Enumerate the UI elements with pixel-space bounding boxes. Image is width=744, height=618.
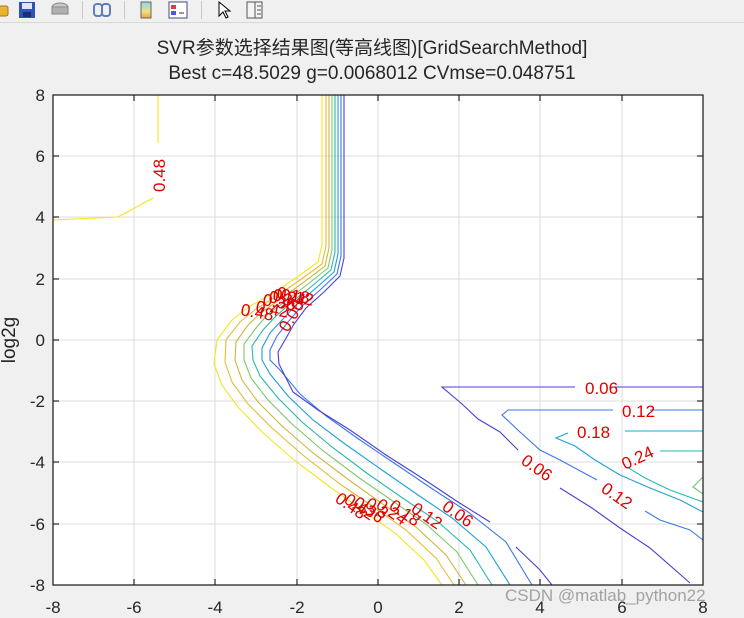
contour-label: 0.12 (622, 402, 655, 421)
contour-lines (52, 95, 704, 586)
open-folder-icon[interactable] (0, 1, 14, 19)
svg-text:-8: -8 (30, 576, 45, 595)
svg-text:-2: -2 (30, 392, 45, 411)
save-icon[interactable] (18, 1, 38, 19)
svg-text:8: 8 (36, 86, 45, 105)
axis-ticks (53, 95, 703, 585)
legend-icon[interactable] (168, 1, 188, 19)
svg-text:6: 6 (36, 147, 45, 166)
svg-text:-4: -4 (30, 453, 45, 472)
svg-text:-6: -6 (126, 598, 141, 617)
contour-label: 0.18 (577, 423, 610, 442)
svg-text:-6: -6 (30, 515, 45, 534)
figure-toolbar (0, 0, 744, 23)
toolbar-separator (82, 1, 83, 19)
svg-text:8: 8 (698, 598, 707, 617)
y-axis-label: log2g (0, 317, 20, 364)
colorbar-icon[interactable] (137, 1, 157, 19)
link-icon[interactable] (92, 1, 112, 19)
print-icon[interactable] (50, 1, 70, 19)
grid-lines (53, 95, 703, 585)
watermark: CSDN @matlab_python22 (505, 586, 706, 605)
chart-title: SVR参数选择结果图(等高线图)[GridSearchMethod] (156, 38, 588, 59)
contour-label: 0.3 (267, 287, 294, 310)
svg-text:0: 0 (373, 598, 382, 617)
svg-text:-8: -8 (45, 598, 60, 617)
contour-label: 0.06 (585, 379, 618, 398)
pointer-icon[interactable] (215, 0, 235, 19)
svg-text:-4: -4 (207, 598, 222, 617)
svg-text:2: 2 (36, 270, 45, 289)
chart-subtitle: Best c=48.5029 g=0.0068012 CVmse=0.04875… (168, 63, 576, 84)
svg-text:6: 6 (617, 598, 626, 617)
svg-text:4: 4 (535, 598, 544, 617)
svg-text:0: 0 (36, 331, 45, 350)
x-tick-labels: -8 -6 -4 -2 0 2 4 6 8 (45, 598, 707, 617)
y-tick-labels: 8 6 4 2 0 -2 -4 -6 -8 (30, 86, 45, 595)
contour-label: 0.48 (150, 159, 169, 192)
toolbar-separator (201, 1, 202, 19)
svg-text:4: 4 (36, 208, 45, 227)
property-inspector-icon[interactable] (245, 1, 265, 19)
svg-text:-2: -2 (289, 598, 304, 617)
toolbar-separator (124, 1, 125, 19)
svg-text:2: 2 (454, 598, 463, 617)
